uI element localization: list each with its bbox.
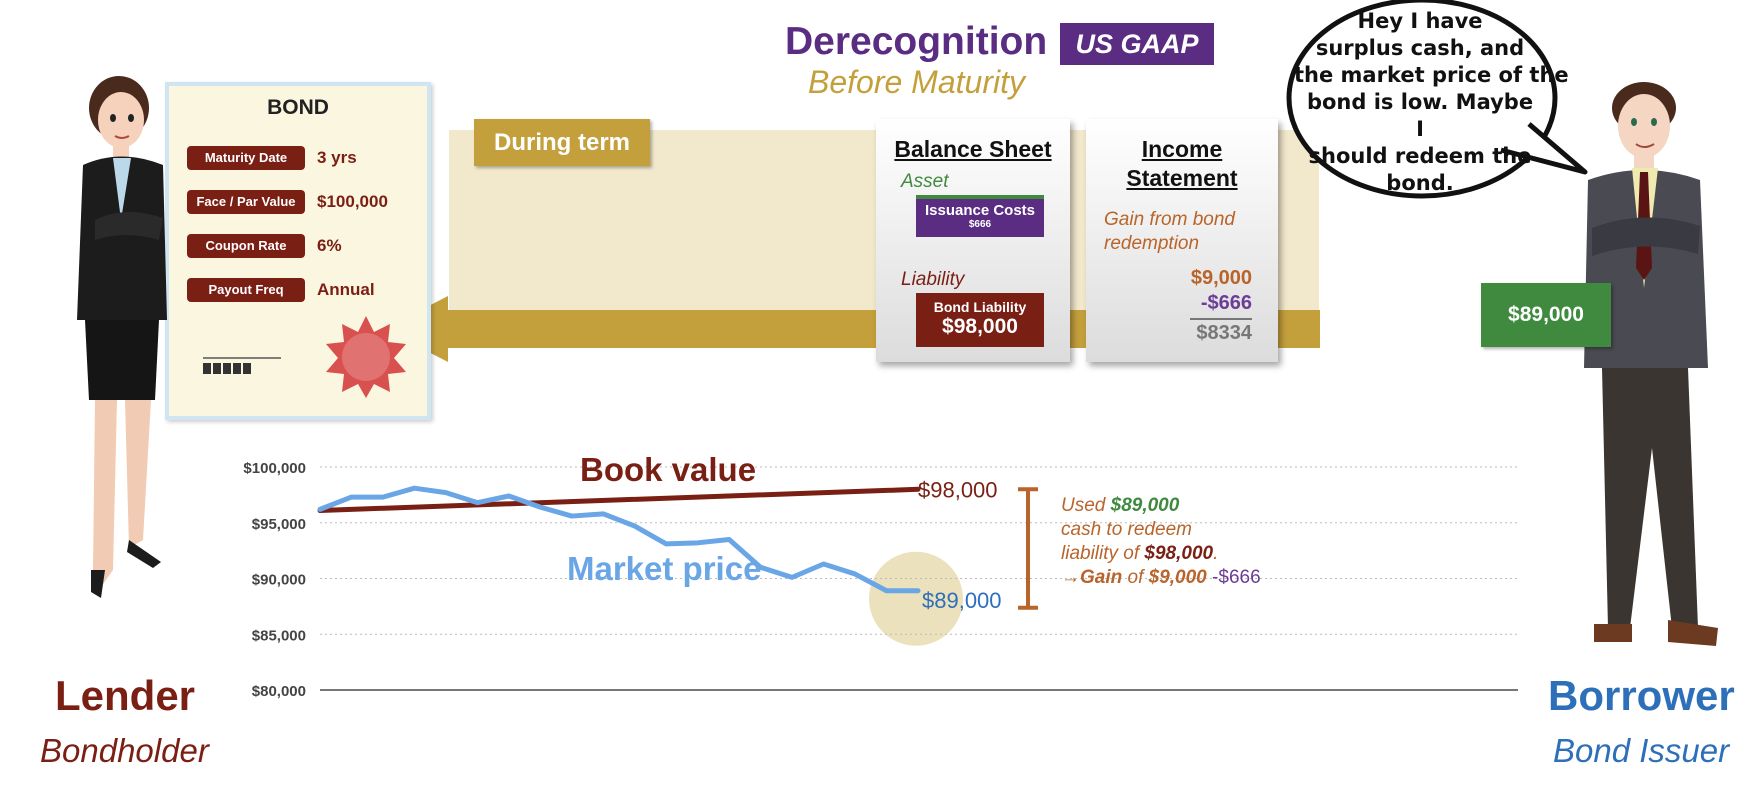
borrower-name: Borrower (1548, 672, 1735, 719)
market-price-point (697, 542, 699, 544)
issuance-costs-label: Issuance Costs (924, 202, 1036, 219)
market-price-point (476, 502, 478, 504)
book-value-end-label: $98,000 (918, 477, 998, 502)
during-term-label: During term (474, 119, 650, 166)
maturity-date-value: 3 yrs (317, 148, 357, 167)
y-tick-label: $90,000 (252, 572, 306, 589)
market-price-point (854, 573, 856, 575)
issuance-costs-box: Issuance Costs $666 (916, 195, 1044, 237)
coupon-rate-value: 6% (317, 236, 342, 255)
speech-line-5: should redeem the (1308, 144, 1532, 168)
asset-label: Asset (901, 171, 949, 192)
payout-freq-value: Annual (317, 280, 375, 299)
redemption-note: Used $89,000 cash to redeem liability of… (1061, 494, 1261, 590)
speech-bubble (1286, 0, 1588, 199)
market-price-point (539, 506, 541, 508)
page-subtitle: Before Maturity (808, 64, 1025, 100)
note-gain-amount: $9,000 (1148, 567, 1207, 588)
lender-figure (77, 76, 167, 598)
note-gain-word: Gain (1080, 567, 1123, 588)
market-price-point (571, 515, 573, 517)
note-line3-a: liability of (1061, 543, 1145, 564)
payout-freq-label: Payout Freq (187, 278, 305, 302)
gain-label-line2: redemption (1104, 233, 1200, 254)
note-line3-c: . (1213, 543, 1219, 564)
book-value-line (317, 486, 921, 513)
income-statement-title-line2: Statement (1126, 165, 1238, 191)
market-price-point (602, 513, 604, 515)
liability-label: Liability (901, 269, 965, 290)
bond-card-title: BOND (267, 96, 329, 119)
income-statement-title-line1: Income (1141, 136, 1223, 162)
market-price-point (760, 566, 762, 568)
lender-name: Lender (55, 672, 196, 719)
market-price-highlight (869, 551, 963, 646)
coupon-rate-label: Coupon Rate (187, 234, 305, 258)
market-price-line (317, 485, 921, 594)
lender-role: Bondholder (40, 732, 209, 769)
bond-card: BOND Maturity Date 3 yrs Face / Par Valu… (165, 82, 431, 420)
note-line1-a: Used (1061, 495, 1111, 516)
market-price-point (445, 492, 447, 494)
bond-liability-box: Bond Liability $98,000 (916, 293, 1044, 347)
market-price-point (886, 590, 888, 592)
speech-line-6: bond. (1386, 171, 1454, 195)
note-of: of (1122, 567, 1149, 588)
market-price-point (823, 563, 825, 565)
us-gaap-badge: US GAAP (1060, 23, 1214, 65)
page-title: Derecognition (785, 20, 1048, 63)
y-tick-label: $95,000 (252, 516, 306, 533)
note-arrow: → (1061, 567, 1080, 588)
market-price-series-label: Market price (567, 550, 761, 587)
market-price-point (382, 496, 384, 498)
market-price-end-label: $89,000 (922, 588, 1002, 613)
note-line2: cash to redeem (1061, 519, 1192, 540)
market-price-point (917, 590, 919, 592)
speech-line-4: bond is low. Maybe I (1306, 90, 1534, 141)
market-price-point (791, 576, 793, 578)
face-value-value: $100,000 (317, 192, 388, 211)
bond-liability-value: $98,000 (942, 315, 1018, 338)
net-gain: $8334 (1196, 322, 1252, 344)
speech-line-3: the market price of the (1294, 63, 1569, 87)
gain-label-line1: Gain from bond (1104, 209, 1235, 230)
market-price-point (508, 495, 510, 497)
note-cash-amount: $89,000 (1110, 495, 1180, 516)
balance-sheet-panel: Balance Sheet Asset Issuance Costs $666 … (876, 119, 1070, 362)
speech-line-2: surplus cash, and (1315, 36, 1525, 60)
y-tick-label: $85,000 (252, 627, 306, 644)
y-tick-label: $80,000 (252, 683, 306, 700)
issuance-costs-value: $666 (968, 219, 992, 230)
market-price-point (413, 487, 415, 489)
market-price-point (319, 508, 321, 510)
bond-liability-label: Bond Liability (933, 299, 1027, 315)
seal-icon (326, 316, 406, 398)
market-price-point (665, 543, 667, 545)
book-value-point (917, 488, 919, 490)
speech-text: Hey I have surplus cash, and the market … (1294, 8, 1569, 197)
maturity-date-label: Maturity Date (187, 146, 305, 170)
total-divider (1190, 318, 1252, 320)
market-price-point (634, 525, 636, 527)
speech-line-1: Hey I have (1357, 9, 1483, 33)
gain-amount: $9,000 (1190, 267, 1252, 289)
note-liability-amount: $98,000 (1144, 543, 1214, 564)
issuance-cost-deduction: -$666 (1200, 292, 1252, 314)
market-price-point (350, 496, 352, 498)
income-statement-panel: Income Statement Gain from bond redempti… (1086, 119, 1278, 362)
borrower-role: Bond Issuer (1553, 732, 1730, 769)
note-issuance-deduction: -$666 (1206, 567, 1261, 588)
face-value-label: Face / Par Value (187, 190, 305, 214)
book-value-series-label: Book value (580, 451, 756, 488)
cash-89000-box: $89,000 (1481, 283, 1611, 347)
borrower-figure (1584, 82, 1718, 646)
signature-icon (203, 357, 281, 374)
balance-sheet-title: Balance Sheet (894, 136, 1052, 162)
y-tick-label: $100,000 (243, 460, 306, 477)
market-price-point (728, 538, 730, 540)
